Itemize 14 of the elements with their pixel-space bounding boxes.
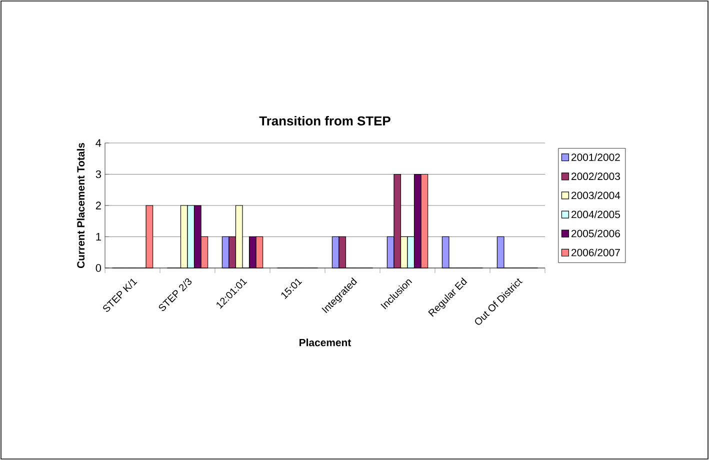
y-tick-label: 2 bbox=[96, 202, 101, 210]
y-axis-title: Current Placement Totals bbox=[76, 142, 85, 268]
legend-label: 2004/2005 bbox=[572, 210, 620, 218]
legend-label: 2003/2004 bbox=[572, 191, 620, 200]
legend-label: 2005/2006 bbox=[572, 230, 620, 238]
y-tick-label: 0 bbox=[96, 264, 102, 272]
y-tick-label: 1 bbox=[96, 232, 101, 241]
y-tick-label: 4 bbox=[96, 139, 102, 147]
legend-label: 2002/2003 bbox=[572, 172, 620, 180]
legend-label: 2001/2002 bbox=[572, 153, 620, 161]
chart-title: Transition from STEP bbox=[259, 116, 390, 126]
y-tick-label: 3 bbox=[96, 170, 102, 178]
legend-label: 2006/2007 bbox=[572, 248, 620, 256]
x-axis-title: Placement bbox=[300, 338, 352, 346]
